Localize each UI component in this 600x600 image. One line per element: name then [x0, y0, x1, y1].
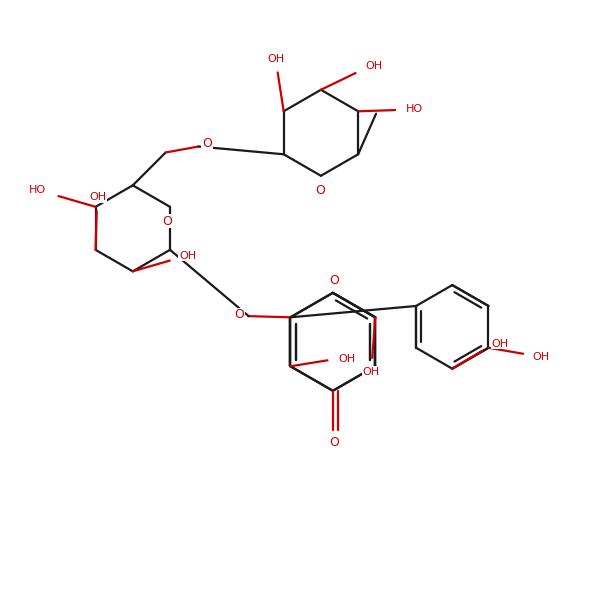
Text: HO: HO [29, 185, 46, 195]
Text: O: O [163, 215, 173, 227]
Text: OH: OH [491, 338, 509, 349]
Text: OH: OH [89, 192, 106, 202]
Text: OH: OH [362, 367, 380, 377]
Text: O: O [234, 308, 244, 322]
Text: OH: OH [532, 352, 550, 362]
Text: HO: HO [406, 104, 423, 114]
Text: OH: OH [268, 54, 284, 64]
Text: OH: OH [338, 353, 355, 364]
Text: O: O [330, 274, 340, 287]
Text: OH: OH [179, 251, 196, 261]
Text: OH: OH [365, 61, 382, 71]
Text: O: O [329, 436, 339, 449]
Text: O: O [202, 137, 212, 150]
Text: O: O [315, 184, 325, 197]
